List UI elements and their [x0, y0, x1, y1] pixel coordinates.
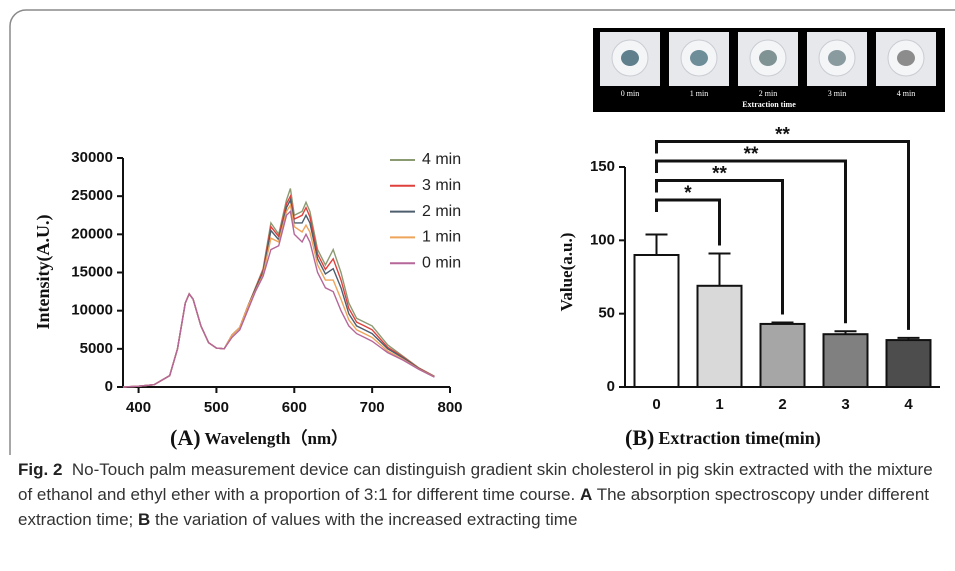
photo-strip-title: Extraction time	[742, 100, 796, 109]
y-tick-label: 30000	[71, 149, 113, 166]
x-tick-label: 600	[282, 399, 307, 416]
droplet	[828, 50, 846, 66]
legend-label: 1 min	[422, 229, 461, 246]
x-tick-label: 4	[904, 396, 913, 413]
droplet	[759, 50, 777, 66]
panel-label: (A)	[170, 425, 201, 450]
y-axis-title: Intensity(A.U.)	[33, 214, 54, 329]
spectrum-line	[122, 194, 435, 388]
significance-bracket	[655, 179, 784, 315]
spectrum-line	[122, 197, 435, 388]
x-tick-label: 0	[652, 396, 660, 413]
caption-a-label: A	[579, 485, 593, 504]
significance-label: *	[684, 183, 692, 204]
x-tick-label: 500	[204, 399, 229, 416]
caption-a-text: The absorption spectroscopy under differ…	[18, 485, 930, 529]
legend-label: 3 min	[422, 177, 461, 194]
bar	[885, 339, 932, 389]
y-tick-label: 0	[105, 378, 113, 395]
significance-bracket	[655, 140, 910, 330]
photo-label: 0 min	[621, 89, 639, 98]
significance-label: **	[744, 144, 759, 165]
y-tick-label: 5000	[80, 340, 113, 357]
caption-b-label: B	[138, 510, 151, 529]
x-tick-label: 400	[126, 399, 151, 416]
caption-text: No-Touch palm measurement device can dis…	[18, 460, 933, 504]
legend-label: 4 min	[422, 151, 461, 168]
legend-label: 2 min	[422, 203, 461, 220]
x-axis-title: (B) Extraction time(min)	[625, 425, 821, 450]
y-tick-label: 50	[598, 305, 615, 322]
spectrum-line	[122, 209, 435, 388]
significance-bracket	[655, 159, 847, 324]
photo-label: 1 min	[690, 89, 708, 98]
spectrum-line	[122, 188, 435, 388]
x-tick-label: 2	[778, 396, 786, 413]
bar	[822, 333, 869, 389]
photo-label: 3 min	[828, 89, 846, 98]
significance-label: **	[775, 125, 790, 146]
y-axis-title: Value(a.u.)	[557, 233, 576, 312]
y-tick-label: 100	[590, 231, 615, 248]
y-tick-label: 25000	[71, 187, 113, 204]
caption-b-text: the variation of values with the increas…	[155, 510, 578, 529]
y-tick-label: 20000	[71, 225, 113, 242]
caption-label: Fig. 2	[18, 460, 63, 479]
x-axis-label: Extraction time(min)	[658, 428, 820, 449]
error-bar	[708, 252, 731, 286]
photo-label: 2 min	[759, 89, 777, 98]
significance-bracket	[655, 198, 721, 246]
droplet	[897, 50, 915, 66]
bar	[759, 322, 806, 388]
x-axis-label: Wavelength（nm）	[205, 428, 349, 448]
frame	[9, 9, 955, 455]
x-tick-label: 1	[715, 396, 723, 413]
droplet	[690, 50, 708, 66]
y-tick-label: 150	[590, 158, 615, 175]
x-tick-label: 800	[437, 399, 462, 416]
caption: Fig. 2 No-Touch palm measurement device …	[18, 457, 943, 532]
x-tick-label: 700	[360, 399, 385, 416]
x-axis-title: (A) Wavelength（nm）	[170, 425, 348, 450]
bar	[696, 284, 743, 388]
legend-label: 0 min	[422, 254, 461, 271]
error-bar	[645, 233, 668, 255]
y-tick-label: 10000	[71, 302, 113, 319]
figure: Extraction time Intensity(A.U.) (A) Wavel…	[9, 9, 955, 455]
x-tick-label: 3	[841, 396, 849, 413]
significance-label: **	[712, 164, 727, 185]
y-tick-label: 15000	[71, 263, 113, 280]
droplet	[621, 50, 639, 66]
panel-label: (B)	[625, 425, 654, 450]
error-bar	[771, 321, 794, 324]
y-tick-label: 0	[607, 378, 615, 395]
error-bar	[834, 330, 857, 335]
photo-label: 4 min	[897, 89, 915, 98]
bar	[633, 254, 680, 388]
error-bar	[897, 336, 920, 341]
